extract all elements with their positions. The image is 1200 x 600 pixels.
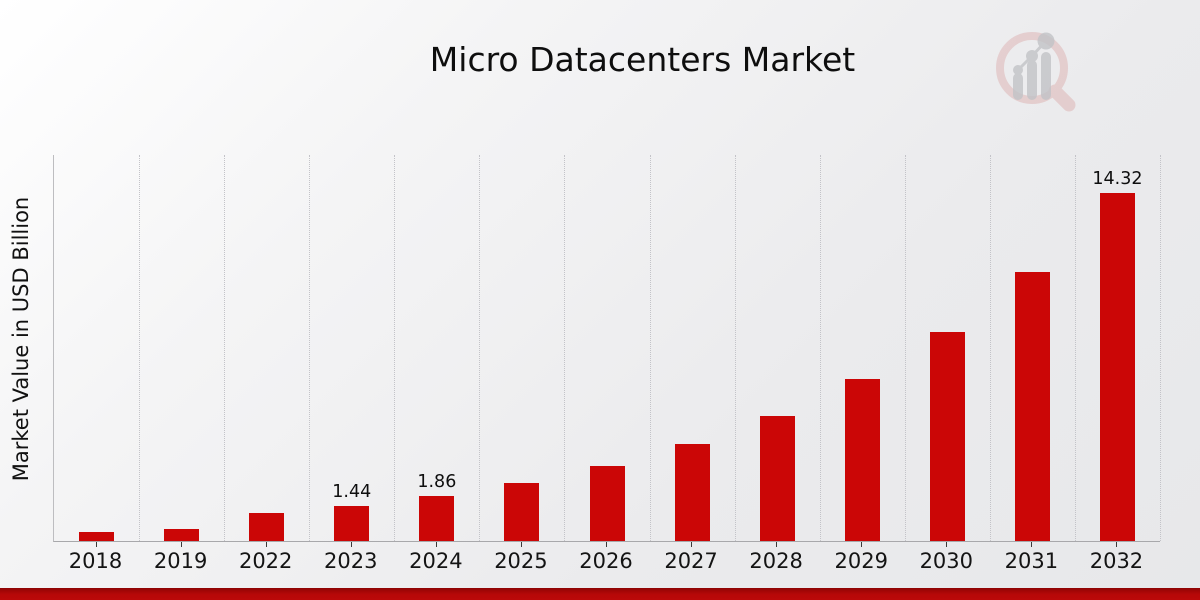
y-axis-label: Market Value in USD Billion [9,196,33,482]
x-axis-tick [180,542,182,547]
bar-value-label-2024: 1.86 [417,471,457,492]
x-axis-tick [265,542,267,547]
bar-value-label-2023: 1.44 [332,482,372,503]
logo-growth-bars [1013,32,1055,100]
plot-area: 1.44 1.86 14.32 [53,155,1161,542]
x-tick-label-2022: 2022 [238,549,293,573]
bar-2027 [674,443,710,541]
bar-2030 [929,332,965,541]
x-axis-tick [435,542,437,547]
x-tick-label-2026: 2026 [579,549,633,573]
gridline [819,155,821,541]
x-axis-tick [861,542,863,547]
bar-2029 [844,379,880,541]
x-tick-label-2019: 2019 [153,549,208,573]
x-axis-tick [1116,542,1118,547]
gridline [224,155,226,541]
x-tick-label-2029: 2029 [834,549,888,573]
x-axis-tick [350,542,352,547]
x-axis-tick [691,542,693,547]
x-axis-tick [946,542,948,547]
x-tick-label-2025: 2025 [494,549,548,573]
gridline [1074,155,1076,541]
gridline [564,155,566,541]
x-axis-tick [95,542,97,547]
x-tick-label-2023: 2023 [324,549,378,573]
gridline [904,155,906,541]
x-axis-tick [520,542,522,547]
gridline [479,155,481,541]
magnifier-growth-chart-logo-icon [996,32,1076,112]
bar-2032 [1099,193,1135,541]
gridline [139,155,141,541]
x-axis-tick [776,542,778,547]
gridline [394,155,396,541]
x-tick-label-2032: 2032 [1089,549,1144,573]
bar-2022 [249,513,285,541]
bar-2031 [1014,271,1050,541]
gridline [989,155,991,541]
bar-2024 [419,495,455,541]
gridline [734,155,736,541]
bar-2025 [504,482,540,541]
bar-2028 [759,415,795,541]
gridline [649,155,651,541]
bar-2026 [589,465,625,541]
x-tick-label-2031: 2031 [1004,549,1059,573]
bar-2023 [334,506,370,541]
x-axis-tick [606,542,607,547]
gridline [1160,155,1161,541]
x-tick-label-2018: 2018 [68,549,123,573]
x-tick-label-2024: 2024 [409,549,463,573]
gridline [309,155,311,541]
bar-2018 [79,532,115,541]
x-tick-label-2027: 2027 [664,549,718,573]
footer-accent-band [0,588,1200,600]
chart-title: Micro Datacenters Market [429,40,856,79]
bar-2019 [164,528,200,541]
x-tick-label-2028: 2028 [749,549,803,573]
x-axis-tick [1031,542,1033,547]
logo-magnifier-handle [1048,84,1076,112]
x-tick-label-2030: 2030 [919,549,974,573]
bar-value-label-2032: 14.32 [1092,169,1143,190]
